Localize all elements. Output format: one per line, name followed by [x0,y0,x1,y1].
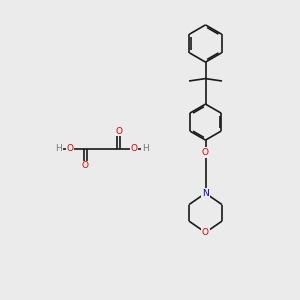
Text: H: H [55,144,62,153]
Text: O: O [202,228,209,237]
Text: O: O [130,144,138,153]
Text: H: H [142,144,149,153]
Text: N: N [202,189,209,198]
Text: O: O [66,144,74,153]
Text: O: O [82,161,89,170]
Text: O: O [202,148,209,157]
Text: O: O [115,127,122,136]
